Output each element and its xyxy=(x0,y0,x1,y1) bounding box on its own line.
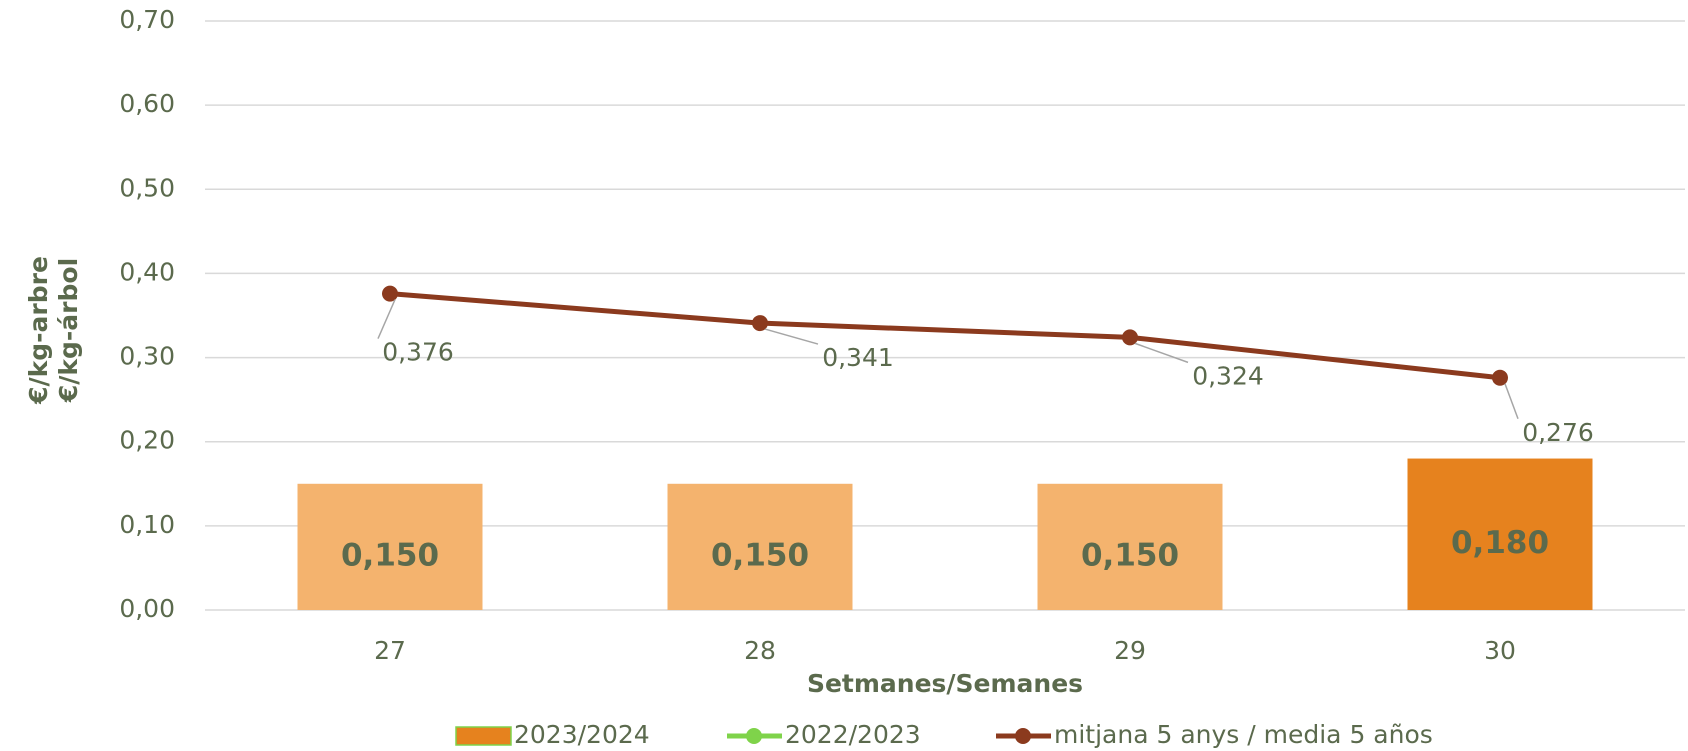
line xyxy=(389,291,1501,381)
y-tick-label: 0,50 xyxy=(119,173,175,202)
bar-value-label: 0,180 xyxy=(1451,525,1549,561)
legend-swatch-marker xyxy=(1015,728,1031,744)
line-marker xyxy=(1122,329,1138,346)
legend-label: mitjana 5 anys / media 5 años xyxy=(1054,720,1433,749)
bar-value-label: 0,150 xyxy=(341,537,439,573)
y-axis-title-line: €/kg-arbre xyxy=(24,256,53,405)
x-tick-label: 27 xyxy=(374,636,406,665)
bar xyxy=(667,483,853,610)
y-tick-label: 0,10 xyxy=(119,510,175,539)
y-axis-title-line: €/kg-árbol xyxy=(54,258,83,403)
y-tick-label: 0,20 xyxy=(119,426,175,455)
x-tick-label: 28 xyxy=(744,636,776,665)
y-axis-title: €/kg-arbre €/kg-árbol xyxy=(24,256,83,405)
bar-value-label: 0,150 xyxy=(711,537,809,573)
x-tick-label: 29 xyxy=(1114,636,1146,665)
leader-line xyxy=(377,299,396,339)
x-tick-label: 30 xyxy=(1484,636,1516,665)
legend-label: 2023/2024 xyxy=(514,720,650,749)
bar xyxy=(297,483,483,610)
leader-line xyxy=(1504,383,1519,420)
legend-swatch-marker xyxy=(746,728,762,744)
leader-line xyxy=(1134,342,1189,364)
line-marker xyxy=(382,285,398,302)
line-value-label: 0,341 xyxy=(822,343,894,372)
bar-value-label: 0,150 xyxy=(1081,537,1179,573)
line-value-label: 0,276 xyxy=(1522,418,1594,447)
legend-label: 2022/2023 xyxy=(785,720,921,749)
y-tick-label: 0,00 xyxy=(119,594,175,623)
y-tick-label: 0,60 xyxy=(119,89,175,118)
line-value-label: 0,376 xyxy=(382,338,454,367)
y-tick-label: 0,70 xyxy=(119,5,175,34)
legend-swatch xyxy=(455,726,512,746)
line-value-label: 0,324 xyxy=(1192,361,1264,390)
y-tick-label: 0,30 xyxy=(119,342,175,371)
leader-line xyxy=(764,328,819,345)
line-marker xyxy=(1492,369,1508,386)
x-axis-title: Setmanes/Semanes xyxy=(807,669,1083,698)
y-tick-label: 0,40 xyxy=(119,257,175,286)
bar xyxy=(1037,483,1223,610)
line-marker xyxy=(752,315,768,332)
bar xyxy=(1407,458,1593,610)
